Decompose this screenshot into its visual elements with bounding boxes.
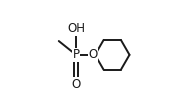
Text: OH: OH	[67, 23, 85, 36]
Text: P: P	[73, 48, 80, 61]
Text: O: O	[89, 48, 98, 61]
Text: O: O	[71, 78, 81, 91]
